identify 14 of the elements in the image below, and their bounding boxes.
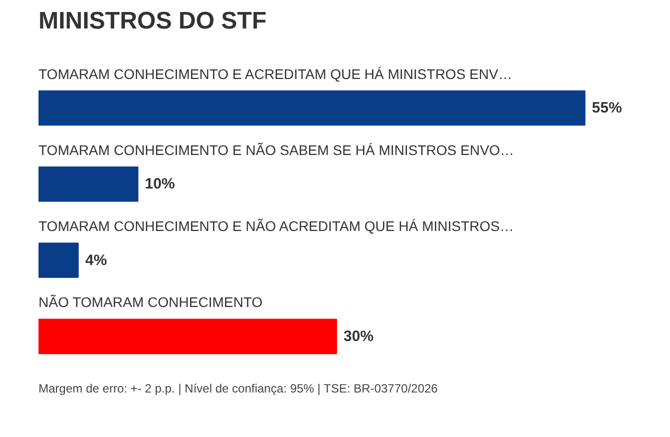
bar: [38, 242, 79, 278]
y-tick-label: TOMARAM CONHECIMENTO E NÃO ACREDITAM QUE HÁ MINISTROS…: [38, 218, 514, 234]
data-label: 10%: [144, 176, 175, 193]
data-label: 30%: [344, 328, 374, 345]
text: Margem de erro: +- 2 p.p. | Nível de confiança: 95% | TSE: BR-03770/2026: [38, 382, 438, 396]
y-tick-label: TOMARAM CONHECIMENTO E ACREDITAM QUE HÁ MINISTROS ENV…: [38, 66, 512, 82]
y-tick-label: NÃO TOMARAM CONHECIMENTO: [38, 294, 263, 310]
data-label: 55%: [592, 100, 622, 117]
bar: [38, 318, 338, 354]
y-tick-label: TOMARAM CONHECIMENTO E NÃO SABEM SE HÁ MINISTROS ENVO…: [38, 142, 514, 158]
data-label: 4%: [85, 252, 107, 269]
bar: [38, 90, 586, 126]
bar: [38, 166, 138, 202]
chart-title: MINISTROS DO STF: [38, 8, 266, 34]
